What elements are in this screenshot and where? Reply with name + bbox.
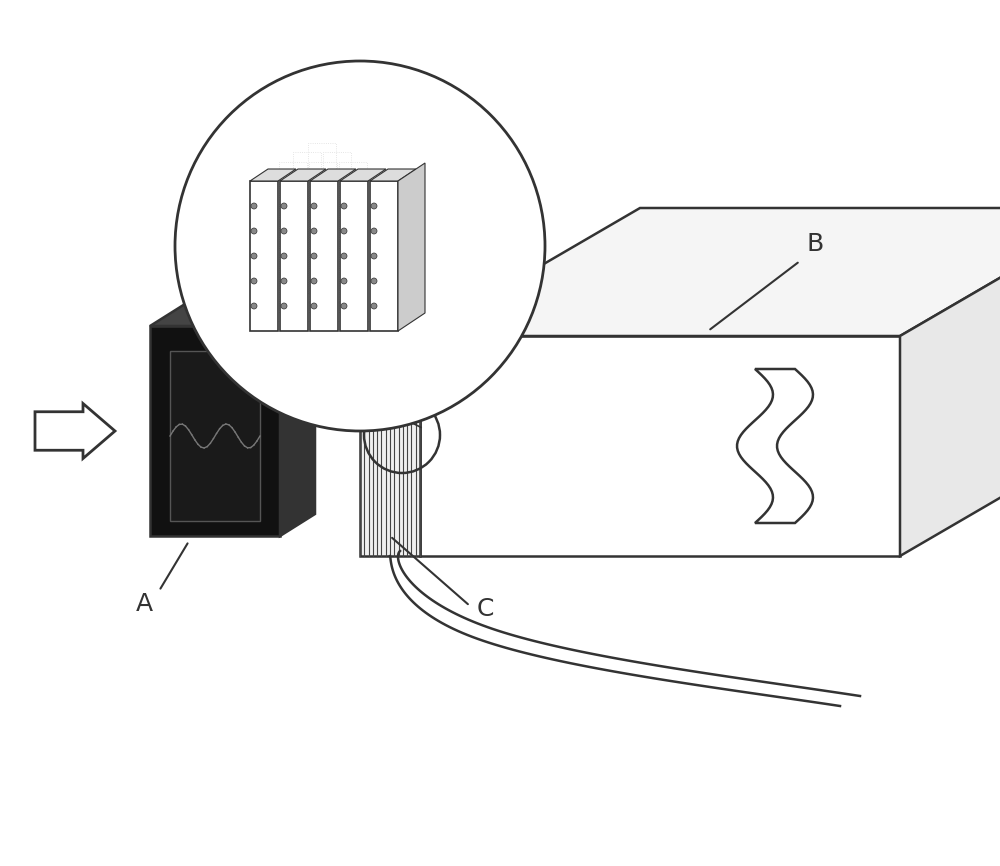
Polygon shape	[35, 404, 115, 458]
Polygon shape	[370, 169, 416, 181]
Polygon shape	[360, 320, 448, 336]
Circle shape	[281, 303, 287, 309]
Circle shape	[371, 253, 377, 259]
Circle shape	[281, 228, 287, 234]
Polygon shape	[150, 304, 315, 326]
Text: A: A	[135, 592, 153, 616]
Polygon shape	[280, 304, 315, 536]
Text: B: B	[806, 232, 824, 256]
Polygon shape	[310, 181, 338, 331]
Polygon shape	[900, 208, 1000, 556]
Polygon shape	[150, 326, 280, 536]
Circle shape	[251, 228, 257, 234]
Polygon shape	[250, 169, 296, 181]
Polygon shape	[170, 351, 260, 521]
Polygon shape	[398, 163, 425, 331]
Polygon shape	[340, 181, 368, 331]
Polygon shape	[420, 208, 1000, 336]
Circle shape	[341, 253, 347, 259]
Polygon shape	[280, 169, 326, 181]
Circle shape	[371, 228, 377, 234]
Circle shape	[371, 303, 377, 309]
Circle shape	[281, 278, 287, 284]
Circle shape	[341, 278, 347, 284]
Circle shape	[281, 253, 287, 259]
Circle shape	[251, 303, 257, 309]
Polygon shape	[370, 181, 398, 331]
Polygon shape	[310, 169, 356, 181]
Circle shape	[341, 303, 347, 309]
Polygon shape	[360, 336, 420, 556]
Circle shape	[251, 253, 257, 259]
Polygon shape	[737, 369, 813, 523]
Circle shape	[251, 278, 257, 284]
Circle shape	[251, 203, 257, 209]
Circle shape	[311, 303, 317, 309]
Circle shape	[175, 61, 545, 431]
Circle shape	[371, 278, 377, 284]
Circle shape	[371, 203, 377, 209]
Circle shape	[311, 278, 317, 284]
Polygon shape	[280, 181, 308, 331]
Circle shape	[341, 203, 347, 209]
Polygon shape	[420, 336, 900, 556]
Polygon shape	[250, 181, 278, 331]
Polygon shape	[340, 169, 386, 181]
Circle shape	[311, 203, 317, 209]
Circle shape	[281, 203, 287, 209]
Circle shape	[311, 228, 317, 234]
Text: C: C	[476, 597, 494, 621]
Circle shape	[341, 228, 347, 234]
Circle shape	[311, 253, 317, 259]
